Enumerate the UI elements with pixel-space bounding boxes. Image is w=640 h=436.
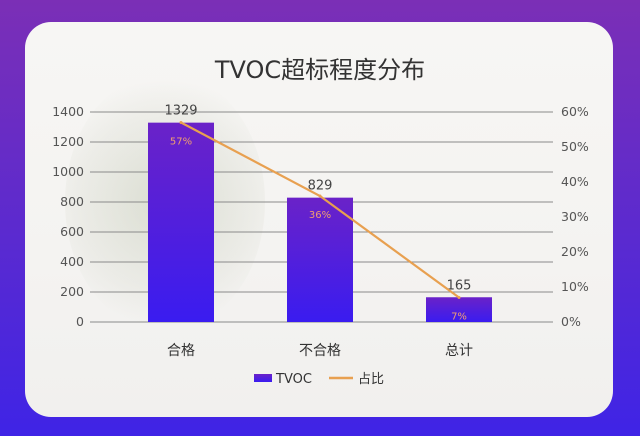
category-label: 不合格: [299, 343, 341, 359]
ratio-data-label: 57%: [170, 137, 192, 148]
bar-data-label: 165: [447, 278, 472, 293]
right-axis-tick: 20%: [561, 244, 589, 259]
left-axis-tick: 0: [76, 314, 84, 329]
bar-合格: [148, 122, 214, 323]
left-axis-tick: 1400: [52, 104, 84, 119]
bar-总计: [426, 297, 492, 322]
right-axis-tick: 10%: [561, 279, 589, 294]
bar-不合格: [287, 197, 353, 322]
left-axis-tick: 200: [60, 284, 84, 299]
ratio-point: [318, 194, 322, 198]
left-axis-tick: 1000: [52, 164, 84, 179]
legend-bar-swatch: [254, 374, 272, 382]
ratio-data-label: 36%: [309, 210, 331, 221]
legend-label-ratio: 占比: [358, 372, 384, 387]
ratio-point: [457, 296, 461, 299]
left-axis-tick: 800: [60, 194, 84, 209]
bar-data-label: 1329: [164, 104, 197, 119]
right-axis-tick: 30%: [561, 209, 589, 224]
chart-title: TVOC超标程度分布: [214, 56, 426, 84]
category-label: 合格: [167, 343, 195, 359]
right-axis-tick: 0%: [561, 314, 581, 329]
right-axis-tick: 50%: [561, 139, 589, 154]
category-label: 总计: [445, 343, 473, 359]
left-axis-tick: 400: [60, 254, 84, 269]
right-axis-tick: 40%: [561, 174, 589, 189]
legend-label-tvoc: TVOC: [275, 372, 312, 387]
ratio-data-label: 7%: [451, 312, 467, 323]
left-axis-tick: 1200: [52, 134, 84, 149]
bar-data-label: 829: [308, 179, 333, 194]
ratio-point: [179, 121, 183, 124]
right-axis-tick: 60%: [561, 104, 589, 119]
left-axis-tick: 600: [60, 224, 84, 239]
